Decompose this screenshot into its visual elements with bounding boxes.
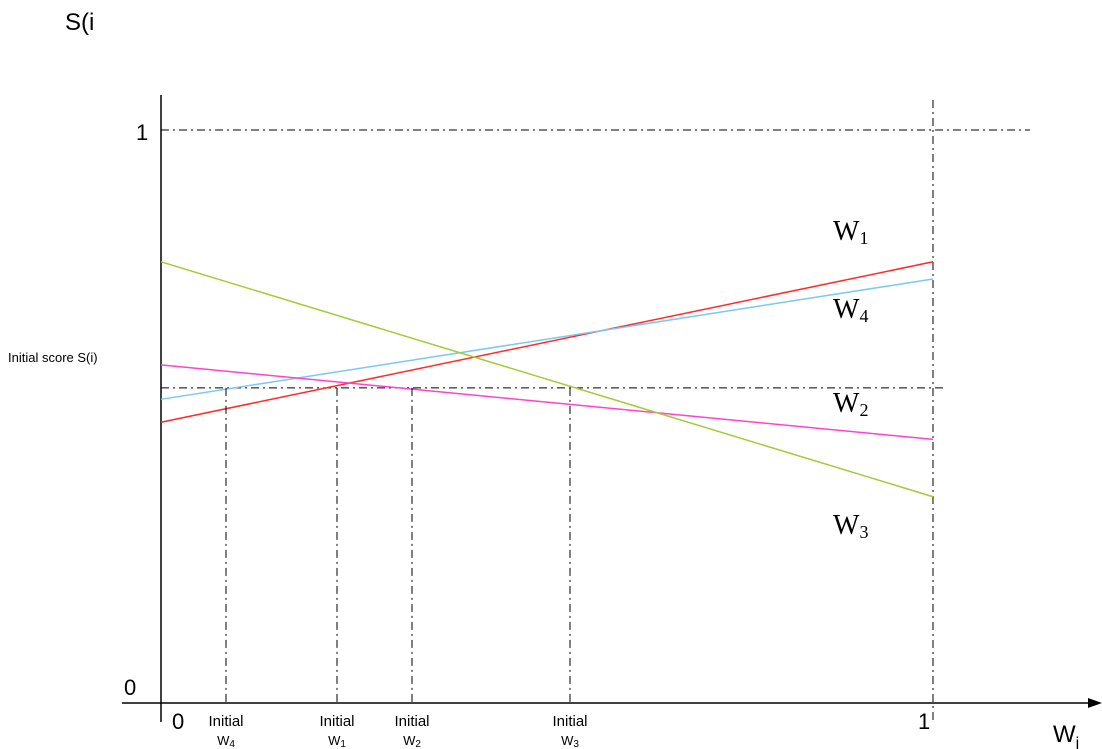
initial-score-label: Initial score S(i)	[8, 350, 98, 365]
series-label-w1: W1	[833, 216, 868, 248]
series-label-w3: W3	[833, 510, 868, 542]
series-line-w4	[160, 278, 934, 401]
x-axis-label: Wj	[1053, 721, 1079, 749]
initial-marker-word-w4: Initial	[208, 713, 243, 730]
initial-marker-word-w2: Initial	[394, 713, 429, 730]
x-tick-label-1: 1	[918, 709, 930, 734]
initial-marker-name-w1: W1	[328, 733, 346, 749]
series-label-w4: W4	[833, 294, 868, 326]
y-axis-label: S(i	[65, 9, 94, 36]
initial-marker-name-w3: W3	[561, 733, 579, 749]
series-line-w1	[160, 261, 934, 423]
initial-marker-word-w1: Initial	[319, 713, 354, 730]
series-label-w2: W2	[833, 388, 868, 420]
y-tick-label-1: 1	[136, 120, 148, 145]
initial-marker-name-w4: W4	[217, 733, 235, 749]
series-line-w2	[160, 364, 934, 441]
x-tick-label-0: 0	[172, 709, 184, 734]
series-line-w3	[160, 261, 934, 498]
initial-marker-word-w3: Initial	[552, 713, 587, 730]
y-tick-label-0: 0	[124, 675, 136, 700]
x-axis-arrow	[1088, 698, 1102, 708]
initial-marker-name-w2: W2	[403, 733, 421, 749]
